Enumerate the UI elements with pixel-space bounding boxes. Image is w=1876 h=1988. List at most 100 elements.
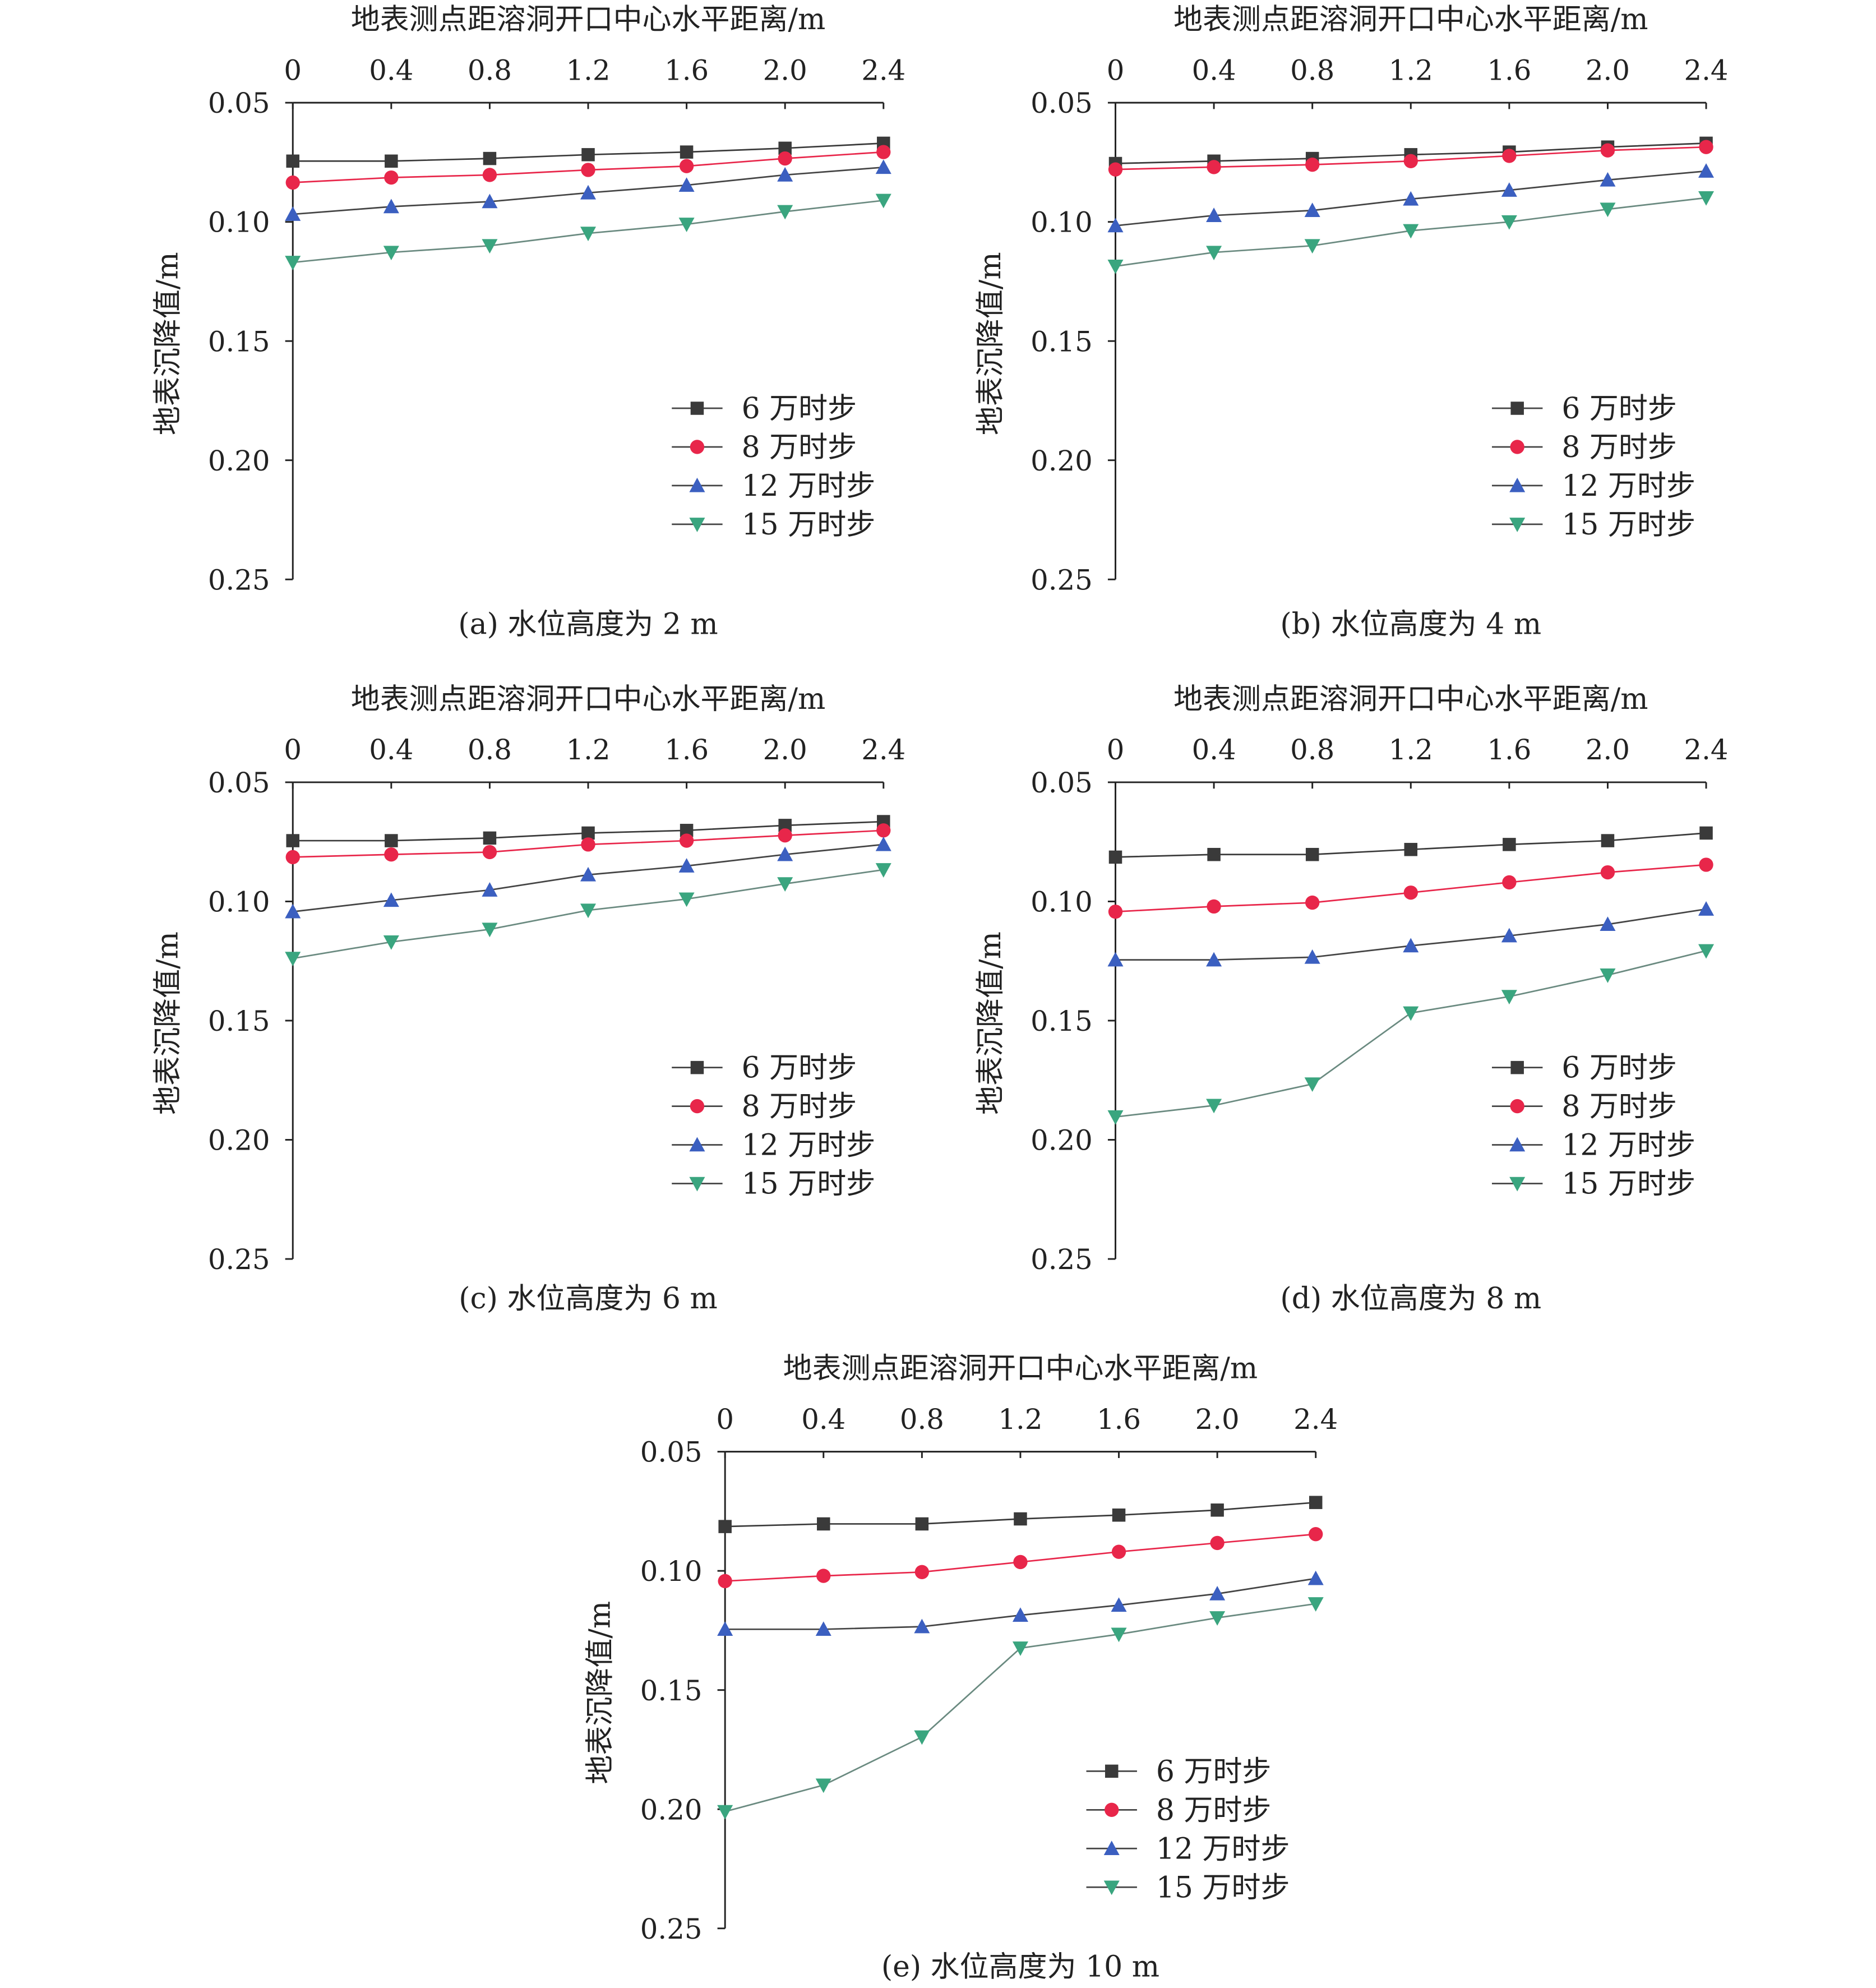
data-point	[1111, 1627, 1127, 1643]
series-3	[1107, 944, 1715, 1125]
legend-label: 12 万时步	[1561, 1129, 1695, 1163]
data-point	[1012, 1607, 1028, 1622]
legend-marker	[1509, 518, 1526, 532]
data-point	[1206, 952, 1222, 967]
legend-label: 12 万时步	[742, 1129, 876, 1163]
data-point	[1501, 215, 1517, 230]
x-tick-label: 2.0	[1586, 734, 1630, 766]
y-axis-title: 地表沉降值/m	[151, 931, 185, 1115]
legend-label: 15 万时步	[742, 1168, 876, 1201]
data-point	[777, 877, 793, 892]
data-point	[482, 882, 498, 897]
y-axis-title: 地表沉降值/m	[151, 252, 185, 435]
data-point	[383, 246, 399, 261]
y-tick-label: 0.15	[1031, 325, 1093, 358]
data-point	[1210, 1503, 1224, 1517]
y-tick-label: 0.25	[1031, 1243, 1093, 1276]
data-point	[777, 846, 793, 861]
data-point	[1207, 899, 1221, 914]
series-0	[1108, 826, 1713, 864]
data-point	[1305, 895, 1320, 910]
y-tick-label: 0.15	[1031, 1005, 1093, 1037]
series-1	[718, 1527, 1323, 1589]
data-point	[875, 863, 891, 878]
legend-label: 12 万时步	[742, 469, 876, 503]
y-tick-label: 0.20	[1031, 1124, 1093, 1157]
data-point	[679, 833, 694, 848]
x-tick-label: 0.4	[801, 1403, 845, 1436]
data-point	[1112, 1508, 1126, 1522]
x-tick-label: 2.4	[1293, 1403, 1338, 1436]
data-point	[680, 145, 694, 159]
data-point	[1304, 949, 1320, 964]
x-tick-label: 0	[1107, 734, 1125, 766]
x-tick-label: 1.2	[1389, 54, 1433, 86]
data-point	[1209, 1611, 1226, 1626]
data-point	[1502, 875, 1517, 890]
y-tick-label: 0.25	[208, 1243, 270, 1276]
data-point	[580, 227, 597, 242]
legend-label: 6 万时步	[1561, 392, 1677, 426]
legend-label: 6 万时步	[742, 392, 857, 426]
data-point	[717, 1621, 733, 1636]
x-tick-label: 0.4	[369, 54, 413, 86]
data-point	[1013, 1555, 1028, 1570]
y-tick-label: 0.10	[208, 886, 270, 919]
series-2	[1107, 901, 1715, 967]
y-tick-label: 0.05	[1031, 767, 1093, 799]
y-tick-label: 0.05	[1031, 87, 1093, 119]
y-tick-label: 0.10	[1031, 886, 1093, 919]
x-tick-label: 2.0	[1586, 54, 1630, 86]
data-point	[285, 175, 300, 190]
data-point	[580, 903, 597, 919]
data-point	[581, 826, 595, 840]
data-point	[482, 168, 497, 182]
x-tick-label: 2.4	[861, 734, 905, 766]
data-point	[778, 151, 792, 166]
data-point	[678, 892, 695, 907]
series-1	[285, 823, 891, 865]
x-tick-label: 0	[284, 734, 302, 766]
legend-marker	[1510, 1060, 1524, 1074]
series-1	[285, 145, 891, 190]
data-point	[383, 892, 399, 907]
legend-label: 8 万时步	[1561, 1090, 1677, 1124]
data-point	[678, 177, 695, 192]
x-tick-label: 2.4	[861, 54, 905, 86]
series-3	[285, 863, 891, 967]
data-point	[1307, 1597, 1324, 1612]
y-tick-label: 0.15	[640, 1675, 703, 1707]
data-point	[718, 1520, 732, 1533]
legend-marker	[690, 402, 704, 415]
panel-caption: (d) 水位高度为 8 m	[1280, 1282, 1541, 1316]
legend-label: 8 万时步	[1156, 1793, 1272, 1827]
x-tick-label: 1.6	[1097, 1403, 1141, 1436]
series-2	[285, 159, 891, 221]
data-point	[876, 823, 891, 838]
y-tick-label: 0.05	[208, 87, 270, 119]
legend-marker	[690, 1060, 704, 1074]
y-axis-title: 地表沉降值/m	[583, 1601, 617, 1784]
data-point	[777, 205, 793, 220]
data-point	[1309, 1527, 1323, 1542]
data-point	[1600, 916, 1616, 931]
legend-marker	[1509, 1177, 1526, 1192]
data-point	[1111, 1544, 1126, 1559]
x-tick-label: 2.0	[1195, 1403, 1240, 1436]
data-point	[581, 148, 595, 162]
legend-marker	[689, 477, 705, 492]
x-axis-title: 地表测点距溶洞开口中心水平距离/m	[1173, 3, 1648, 36]
legend-label: 15 万时步	[742, 508, 876, 542]
series-0	[718, 1496, 1323, 1533]
x-axis-title: 地表测点距溶洞开口中心水平距离/m	[351, 682, 826, 716]
data-point	[1305, 847, 1319, 861]
data-point	[1403, 191, 1419, 206]
data-point	[1012, 1641, 1028, 1656]
series-1	[1108, 140, 1713, 177]
legend-marker	[690, 440, 705, 454]
x-tick-label: 1.2	[566, 734, 610, 766]
data-point	[1210, 1535, 1225, 1551]
data-point	[678, 218, 695, 232]
data-point	[580, 866, 597, 882]
